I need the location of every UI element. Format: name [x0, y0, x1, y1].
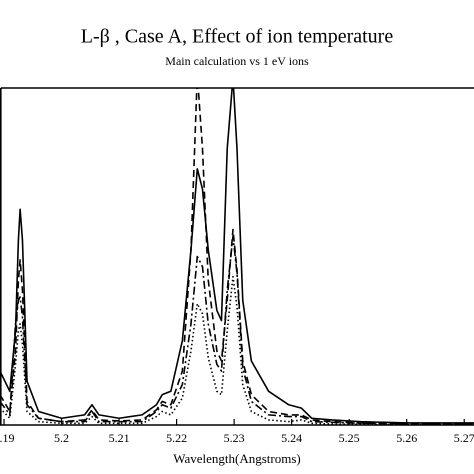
x-tick-label: 5.2 — [54, 431, 69, 445]
x-tick-label: 5.22 — [166, 431, 187, 445]
x-tick-label: 5.19 — [0, 431, 15, 445]
plot-frame — [0, 87, 474, 426]
x-tick-label: 5.27 — [454, 431, 474, 445]
series-line — [0, 275, 474, 425]
x-tick-label: 5.26 — [396, 431, 417, 445]
series-line — [0, 235, 474, 425]
x-axis-label: Wavelength(Angstroms) — [173, 451, 300, 466]
chart-subtitle: Main calculation vs 1 eV ions — [165, 54, 309, 68]
chart-title: L-β , Case A, Effect of ion temperature — [81, 26, 394, 48]
x-tick-label: 5.23 — [224, 431, 245, 445]
plot-lines — [0, 88, 474, 425]
x-tick-label: 5.25 — [339, 431, 360, 445]
x-tick-label: 5.24 — [281, 431, 302, 445]
x-tick-label: 5.21 — [109, 431, 130, 445]
